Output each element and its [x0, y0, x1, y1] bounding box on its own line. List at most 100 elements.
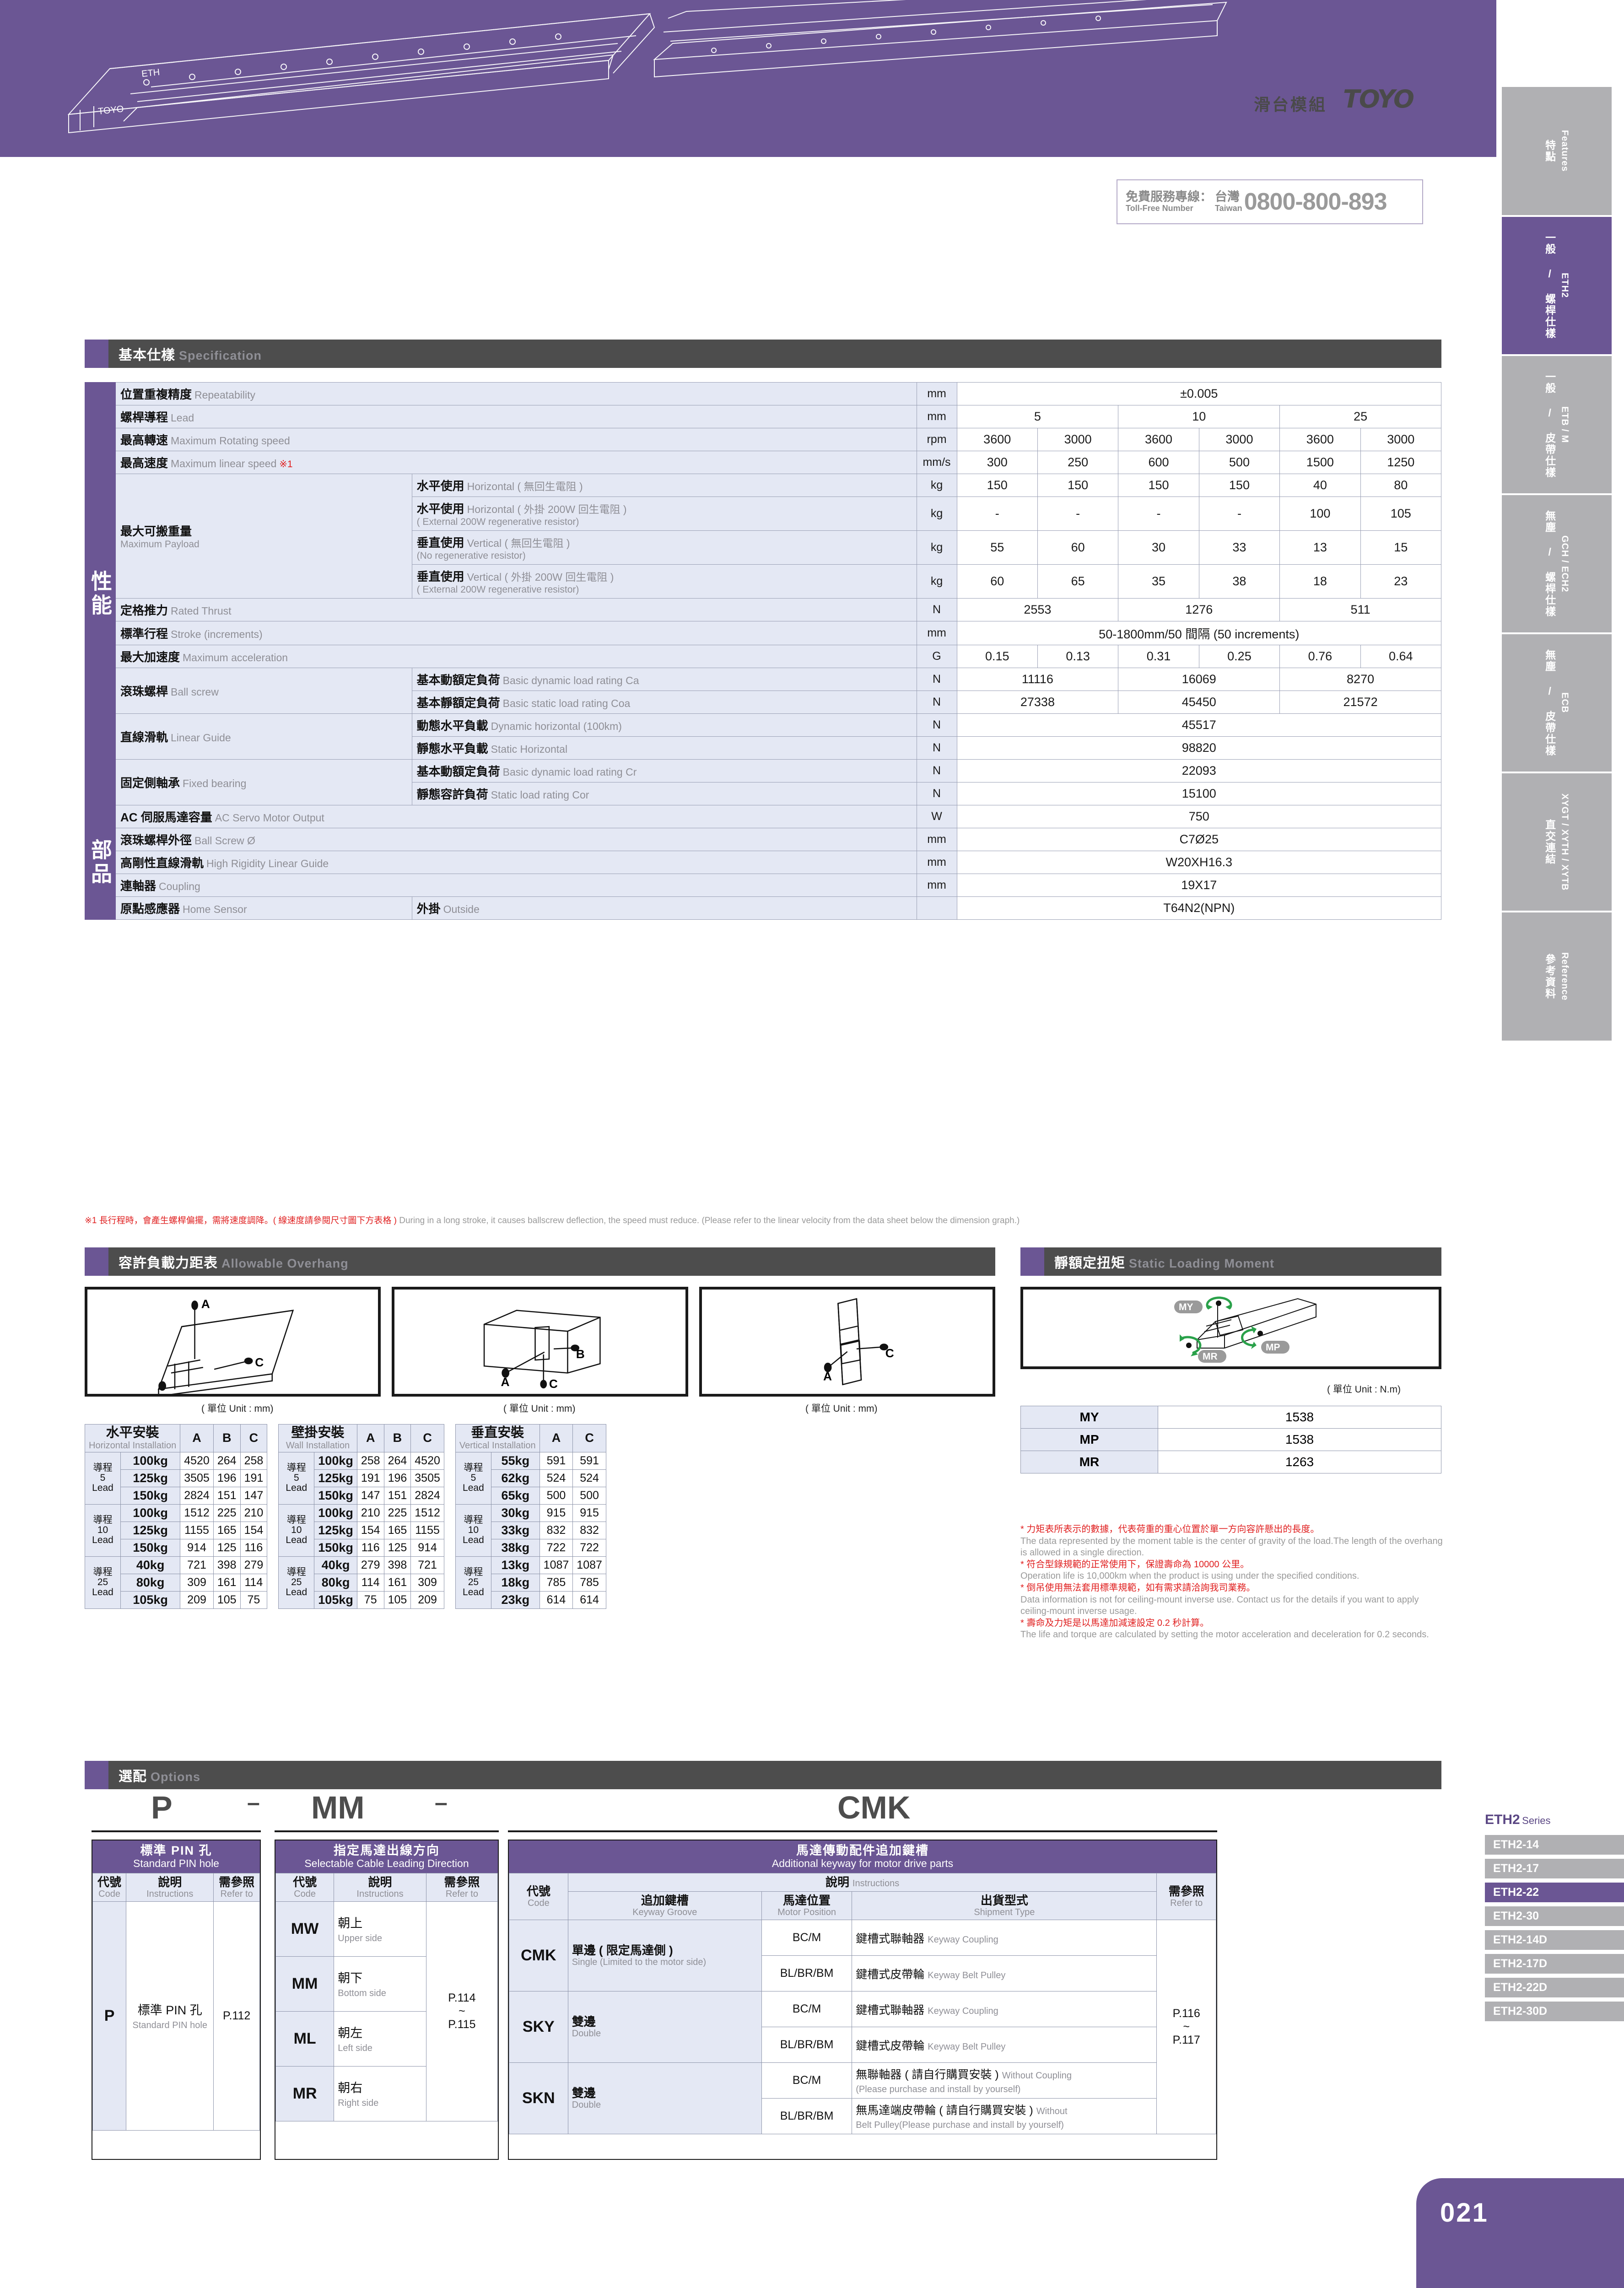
options-keyway-col-refer: 需參照 Refer to — [1156, 1872, 1216, 1921]
series-item-eth2-14[interactable]: ETH2-14 — [1485, 1835, 1624, 1855]
col-header-en: Instructions — [852, 1878, 900, 1889]
options-cable-table: 代號 Code 說明 Instructions 需參照 Refer to MW 朝上 Upper… — [275, 1872, 498, 2121]
overhang-value: 191 — [240, 1469, 268, 1487]
overhang-value: 114 — [240, 1573, 268, 1592]
overhang-value: 915 — [539, 1504, 573, 1522]
spec-label-en: Repeatability — [194, 389, 255, 401]
spec-label-en: Rated Thrust — [171, 605, 232, 617]
overhang-value: 832 — [539, 1521, 573, 1539]
section-tick — [85, 1761, 108, 1789]
spec-label: AC 伺服馬達容量 AC Servo Motor Output — [115, 805, 917, 828]
option-code-cmk: CMK — [837, 1790, 911, 1825]
spec-value: 16069 — [1118, 668, 1280, 691]
overhang-weight: 150kg — [314, 1538, 357, 1557]
overhang-lead: 導程 10 Lead — [85, 1504, 121, 1557]
overhang-row: 125kg 191 196 3505 — [279, 1469, 444, 1487]
series-item-eth2-14d[interactable]: ETH2-14D — [1485, 1930, 1624, 1950]
side-tab-gch-ech2[interactable]: 無塵 / 螺桿仕樣 GCH / ECH2 — [1502, 495, 1612, 632]
section-title-en: Allowable Overhang — [221, 1257, 349, 1270]
spec-row: 標準行程 Stroke (increments) mm 50-1800mm/50 間隔… — [85, 621, 1442, 645]
series-item-eth2-30[interactable]: ETH2-30 — [1485, 1906, 1624, 1926]
spec-label-en: Maximum Rotating speed — [171, 435, 290, 447]
overhang-col-header: B — [383, 1424, 411, 1452]
spec-label: 螺桿導程 Lead — [115, 405, 917, 428]
series-item-eth2-22d[interactable]: ETH2-22D — [1485, 1978, 1624, 1997]
options-keyway-row: BL/BR/BM 鍵槽式皮帶輪 Keyway Belt Pulley — [509, 2027, 1216, 2063]
option-rule-3 — [508, 1830, 1217, 1832]
overhang-value: 154 — [240, 1521, 268, 1539]
spec-group-en: Linear Guide — [171, 732, 231, 744]
spec-value: 2553 — [956, 598, 1119, 621]
spec-unit: mm — [916, 621, 957, 645]
spec-value: 19X17 — [956, 874, 1442, 897]
overhang-value: 210 — [356, 1504, 384, 1522]
spec-value: 3600 — [1279, 428, 1361, 451]
side-tab-reference[interactable]: 參考資料 Reference — [1502, 912, 1612, 1041]
spec-footnote: ※1 長行程時，會產生螺桿偏擺，需將速度調降。( 線速度請參閱尺寸圖下方表格 )… — [85, 1214, 1441, 1226]
groove-cn: 單邊 ( 限定馬達側 ) — [572, 1943, 673, 1958]
spec-label: 基本動額定負荷 Basic dynamic load rating Ca — [411, 668, 917, 691]
spec-value: - — [1198, 496, 1280, 531]
side-tab-features[interactable]: 特點 Features — [1502, 87, 1612, 215]
spec-label-cn: 位置重複精度 — [120, 388, 192, 401]
options-cable-title-cn: 指定馬達出線方向 — [334, 1844, 440, 1857]
moment-note-en: The life and torque are calculated by se… — [1020, 1630, 1429, 1640]
series-item-eth2-22[interactable]: ETH2-22 — [1485, 1883, 1624, 1902]
side-tab-label-cn: 直交連結 — [1543, 819, 1556, 865]
options-cable-desc-cn: 朝下 — [338, 1971, 363, 1986]
side-tab-xygt-xyth-xytb[interactable]: 直交連結 XYGT / XYTH / XYTB — [1502, 773, 1612, 911]
series-item-eth2-17[interactable]: ETH2-17 — [1485, 1859, 1624, 1878]
side-tab-etb-m[interactable]: 一般 / 皮帶仕樣 ETB / M — [1502, 356, 1612, 493]
svg-text:C: C — [549, 1377, 558, 1391]
overhang-row: 導程 5 Lead 100kg 4520 264 258 — [85, 1452, 268, 1505]
col-header-cn: 說明 — [825, 1875, 849, 1889]
overhang-value: 500 — [539, 1486, 573, 1505]
overhang-value: 264 — [383, 1452, 411, 1470]
options-col-header: 馬達位置 Motor Position — [761, 1891, 852, 1921]
spec-unit: G — [916, 645, 957, 668]
spec-value: 30 — [1118, 530, 1199, 565]
series-item-eth2-30d[interactable]: ETH2-30D — [1485, 2002, 1624, 2021]
spec-unit: kg — [916, 496, 957, 531]
spec-label-en: Horizontal ( 無回生電阻 ) — [467, 480, 583, 492]
spec-value: 1250 — [1360, 451, 1442, 474]
overhang-col-header: A — [356, 1424, 384, 1452]
overhang-row: 導程 25 Lead 40kg 279 398 721 — [278, 1556, 444, 1609]
spec-label-en2: (No regenerative resistor) — [416, 550, 526, 561]
spec-row: 原點感應器 Home Sensor 外掛 Outside T64N2(NPN) — [85, 896, 1442, 920]
spec-value: 1276 — [1118, 598, 1280, 621]
options-pin-head-row: 代號 Code 說明 Instructions 需參照 Refer to — [92, 1872, 260, 1902]
spec-unit: mm — [916, 851, 957, 874]
country-label-cn: 台灣 — [1215, 190, 1240, 204]
overhang-weight: 33kg — [491, 1521, 540, 1539]
side-tab-eth2[interactable]: 一般 / 螺桿仕樣 ETH2 — [1502, 217, 1612, 354]
options-keyway-refer: P.116 ~ P.117 — [1156, 1920, 1216, 2135]
series-item-eth2-17d[interactable]: ETH2-17D — [1485, 1954, 1624, 1974]
spec-label-cn: 最大加速度 — [120, 650, 180, 664]
spec-label: 高剛性直線滑軌 High Rigidity Linear Guide — [115, 851, 917, 874]
moment-diagram: MY MP MR — [1020, 1287, 1441, 1369]
spec-label-en: AC Servo Motor Output — [215, 812, 324, 824]
options-keyway-row: SKN 雙邊 Double BC/M 無聯軸器 ( 請自行購買安裝 ) Without … — [509, 2062, 1216, 2135]
options-keyway-position: BL/BR/BM — [761, 1955, 852, 1992]
spec-label-cn: 靜態水平負載 — [416, 742, 488, 755]
overhang-row: 80kg 309 161 114 — [85, 1573, 268, 1592]
spec-label-en: Home Sensor — [183, 903, 247, 915]
col-header-en: Instructions — [146, 1889, 194, 1899]
spec-label-en2: ( External 200W regenerative resistor) — [416, 517, 579, 527]
groove-en: Double — [572, 2099, 601, 2110]
side-tab-ecb[interactable]: 無塵 / 皮帶仕樣 ECB — [1502, 634, 1612, 772]
spec-label-cn: 標準行程 — [120, 627, 168, 641]
options-cable-refer: P.114 ~ P.115 — [426, 1901, 498, 2121]
overhang-col-header: B — [213, 1424, 241, 1452]
moment-note-en: The data represented by the moment table… — [1020, 1536, 1443, 1558]
overhang-lead: 導程 5 Lead — [278, 1452, 315, 1505]
overhang-title: 水平安裝 Horizontal Installation — [84, 1424, 181, 1452]
options-keyway-position: BC/M — [761, 2062, 852, 2099]
section-title-cn: 選配 — [119, 1769, 147, 1784]
overhang-value: 161 — [213, 1573, 241, 1592]
overhang-weight: 80kg — [314, 1573, 357, 1592]
spec-value: T64N2(NPN) — [956, 896, 1442, 920]
side-tab-label-en: ECB — [1559, 692, 1570, 713]
spec-value: 50-1800mm/50 間隔 (50 increments) — [956, 621, 1442, 645]
